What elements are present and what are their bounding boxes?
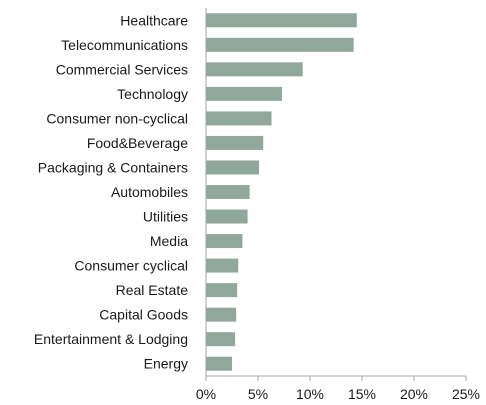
category-labels-group: Healthcare Telecommunications Commercial S… bbox=[34, 12, 188, 371]
category-label: Healthcare bbox=[120, 12, 188, 28]
category-label: Energy bbox=[144, 356, 188, 372]
x-tick-label: 0% bbox=[196, 386, 216, 402]
x-ticks-group: 0% 5% 10% 15% 20% 25% bbox=[196, 376, 480, 402]
category-label: Consumer cyclical bbox=[74, 258, 188, 274]
category-label: Real Estate bbox=[116, 282, 189, 298]
category-label: Utilities bbox=[143, 209, 188, 225]
category-label: Entertainment & Lodging bbox=[34, 331, 188, 347]
category-label: Technology bbox=[117, 86, 188, 102]
bar bbox=[206, 86, 282, 101]
x-tick-label: 20% bbox=[400, 386, 428, 402]
bar bbox=[206, 160, 260, 175]
bars-group bbox=[206, 13, 357, 371]
bar bbox=[206, 37, 354, 52]
category-label: Commercial Services bbox=[56, 61, 188, 77]
category-label: Media bbox=[150, 233, 188, 249]
x-tick-label: 25% bbox=[452, 386, 480, 402]
x-tick-label: 15% bbox=[348, 386, 376, 402]
category-label: Capital Goods bbox=[99, 307, 188, 323]
bar bbox=[206, 356, 232, 371]
x-tick-label: 5% bbox=[248, 386, 268, 402]
x-tick-label: 10% bbox=[296, 386, 324, 402]
bar bbox=[206, 111, 272, 126]
bar bbox=[206, 307, 237, 322]
bar bbox=[206, 62, 303, 77]
bar bbox=[206, 283, 238, 298]
category-label: Consumer non-cyclical bbox=[46, 110, 188, 126]
bar bbox=[206, 13, 357, 28]
bar bbox=[206, 234, 243, 249]
category-label: Telecommunications bbox=[61, 37, 188, 53]
bar bbox=[206, 185, 250, 199]
category-label: Food&Beverage bbox=[87, 135, 188, 151]
bar bbox=[206, 258, 239, 273]
bar bbox=[206, 332, 236, 347]
bar bbox=[206, 209, 248, 224]
category-label: Packaging & Containers bbox=[38, 159, 188, 175]
bar bbox=[206, 135, 264, 150]
category-label: Automobiles bbox=[111, 184, 188, 200]
